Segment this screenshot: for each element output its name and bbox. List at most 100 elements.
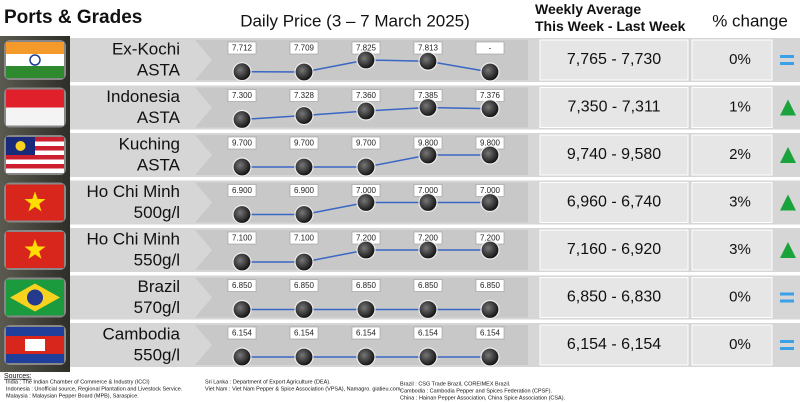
price-label: 7.328 <box>294 91 315 100</box>
sources-title: Sources: <box>4 373 32 380</box>
flag-star <box>24 239 46 259</box>
source-item: Viet Nam : Viet Nam Pepper & Spice Assoc… <box>205 386 402 392</box>
weekly-box <box>539 134 689 176</box>
trend-up <box>780 99 796 116</box>
percent-change: 0% <box>729 336 751 353</box>
price-dot <box>480 62 500 82</box>
source-item: Cambodia : Cambodia Pepper and Spices Fe… <box>400 388 552 394</box>
price-label: 6.900 <box>232 186 253 195</box>
port-name: Kuching <box>119 134 180 153</box>
price-label-box <box>413 279 443 292</box>
weekly-average: 7,350 - 7,311 <box>567 99 660 116</box>
source-item: Malaysia : Malaysian Pepper Board (MPB),… <box>6 393 139 399</box>
price-label: 6.850 <box>356 281 377 290</box>
flag-stripe <box>6 54 64 66</box>
price-label: 7.000 <box>356 186 377 195</box>
price-dot <box>294 347 314 367</box>
price-label-box <box>289 136 319 150</box>
price-label: 7.100 <box>294 234 315 243</box>
price-label: 7.300 <box>232 91 253 100</box>
price-label-box <box>475 326 505 340</box>
price-dot <box>232 204 252 225</box>
price-label: 6.850 <box>232 281 253 290</box>
port-name: Ex-Kochi <box>112 39 180 58</box>
trend-equal <box>780 340 794 343</box>
trend-up <box>780 147 796 163</box>
price-label-box <box>289 231 319 245</box>
weekly-box <box>539 324 689 366</box>
change-box <box>691 229 773 271</box>
price-label-box <box>475 41 505 55</box>
price-label: 6.850 <box>480 281 501 290</box>
price-label-box <box>351 326 381 340</box>
flag-globe <box>27 289 43 306</box>
price-dot <box>294 204 314 225</box>
source-item: Brazil : CSG Trade Brazil, COREIMEX Braz… <box>400 381 511 387</box>
price-label: - <box>489 44 492 53</box>
price-label: 7.100 <box>232 234 253 243</box>
price-label-box <box>289 89 319 102</box>
source-item: Sri Lanka : Department of Export Agricul… <box>205 379 331 385</box>
price-dot <box>480 145 500 165</box>
price-dot <box>480 240 500 260</box>
flag-stripe <box>6 155 64 160</box>
change-box <box>691 277 773 318</box>
price-label: 6.850 <box>418 281 439 290</box>
trend-equal <box>780 55 794 58</box>
price-label-box <box>227 136 257 150</box>
port-grade: 550g/l <box>134 250 180 269</box>
port-grade: 570g/l <box>134 298 180 317</box>
price-label-box <box>289 279 319 292</box>
price-dot <box>232 347 252 367</box>
trend-equal <box>780 292 794 296</box>
header-daily: Daily Price (3 – 7 March 2025) <box>240 11 470 30</box>
price-label: 6.900 <box>294 186 315 195</box>
price-dot <box>356 50 376 70</box>
price-dot <box>418 145 438 165</box>
flag-moon <box>15 141 26 151</box>
port-grade: ASTA <box>137 60 181 79</box>
price-dot <box>356 240 376 260</box>
trend-up <box>780 194 796 211</box>
price-label: 7.712 <box>232 44 253 53</box>
price-label-box <box>289 41 319 55</box>
price-label: 9.700 <box>232 139 253 148</box>
header-change: % change <box>712 11 788 30</box>
percent-change: 3% <box>729 241 751 258</box>
change-box <box>691 182 773 223</box>
change-box <box>691 324 773 366</box>
trend-equal <box>780 62 794 65</box>
price-label-box <box>289 326 319 340</box>
price-label: 7.200 <box>356 234 377 243</box>
price-dot <box>356 192 376 213</box>
trend-equal <box>780 299 794 303</box>
port-name: Ho Chi Minh <box>86 229 180 248</box>
price-dot <box>356 101 376 121</box>
weekly-average: 6,154 - 6,154 <box>567 336 661 353</box>
price-label: 6.850 <box>294 281 315 290</box>
weekly-box <box>539 277 689 318</box>
price-dot <box>294 105 314 126</box>
row-chevron <box>195 277 528 318</box>
price-label: 9.700 <box>294 139 315 148</box>
port-grade: 500g/l <box>134 203 180 222</box>
port-name: Ho Chi Minh <box>86 182 180 201</box>
price-label-box <box>413 326 443 340</box>
price-dot <box>232 252 252 272</box>
price-label: 6.154 <box>418 329 439 338</box>
trend-up <box>780 242 796 258</box>
source-item: Indonesia : Unofficial source, Regional … <box>6 386 183 392</box>
flag-wheel <box>29 54 41 66</box>
price-label: 7.200 <box>418 234 439 243</box>
flag-stripe <box>6 159 64 164</box>
flag-stripe <box>6 164 64 169</box>
weekly-box <box>539 182 689 223</box>
price-label: 7.360 <box>356 91 377 100</box>
price-label: 7.376 <box>480 91 501 100</box>
port-grade: ASTA <box>137 155 181 174</box>
weekly-average: 9,740 - 9,580 <box>567 146 661 163</box>
trend-equal <box>780 347 794 350</box>
flag-stripe <box>6 66 64 78</box>
port-name: Brazil <box>137 277 180 296</box>
price-dot <box>232 109 252 130</box>
